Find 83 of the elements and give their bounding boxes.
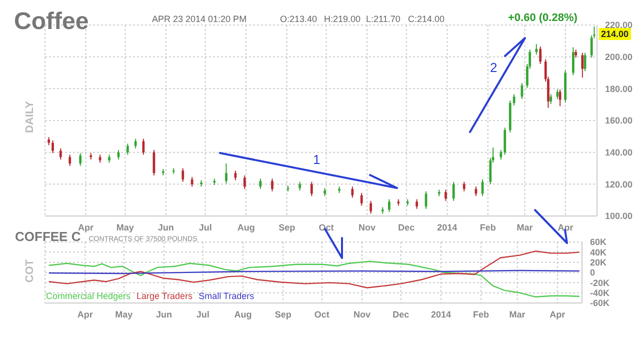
chart-title: Coffee [14,8,89,35]
x-tick-label: Apr [77,309,94,320]
x-tick-label: Mar [516,222,534,232]
candlestick [59,148,62,160]
text: O:213.40 [280,14,318,24]
x-tick-label: Jul [196,309,210,320]
candlestick [271,178,274,192]
candlestick [126,143,129,156]
candlestick [572,46,574,76]
candlestick [550,94,552,104]
candlestick [310,181,313,197]
y-tick-label: 0 [590,268,596,278]
y-tick-label: -40K [590,288,610,298]
candlestick [539,46,542,64]
annotation: 2 [490,60,498,75]
x-tick-label: Jul [198,222,212,232]
y-axis-title: DAILY [24,100,36,135]
text: Commercial Hedgers [46,291,131,301]
x-tick-label: Dec [398,222,415,232]
x-tick-label: Mar [509,309,526,320]
candlestick [416,198,418,210]
y-tick-label: -20K [590,278,610,288]
text: +0.60 (0.28%) [508,12,578,24]
y-tick-label: -60K [590,298,610,308]
candlestick [581,52,584,78]
y-tick-label: 20K [590,258,608,268]
candlestick [444,189,447,202]
x-tick-label: Aug [237,222,255,232]
x-tick-label: Oct [314,309,330,320]
candlestick [79,152,82,166]
candlestick [225,162,228,184]
y-tick-label: 200.00 [605,52,633,62]
y-tick-label: 120.00 [605,179,633,190]
line-series [48,250,580,288]
x-tick-label: Feb [480,222,496,232]
candlestick [68,154,72,166]
x-tick-label: 2014 [437,222,458,232]
candlestick [360,192,363,206]
y-axis-title: COT [24,259,36,283]
candlestick [259,178,262,190]
x-tick-label: Nov [354,309,371,320]
candlestick [243,174,246,190]
x-tick-label: Dec [392,309,410,320]
x-tick-label: Jun [156,309,172,320]
text: C:214.00 [408,14,445,24]
candlestick [388,198,390,213]
text: APR 23 2014 01:20 PM [152,14,247,24]
candlestick [370,200,372,214]
y-tick-label: 140.00 [605,148,633,158]
x-tick-label: Sep [274,309,292,320]
x-tick-label: Apr [550,309,566,320]
series-label: Large Traders [136,291,193,301]
text: L:211.70 [366,14,400,24]
y-tick-label: 100.00 [605,211,633,222]
candlestick [351,186,354,198]
candlestick [535,44,538,55]
x-tick-label: May [115,309,133,320]
y-tick-label: 40K [590,247,608,258]
x-tick-label: Aug [234,309,252,320]
candlestick [500,149,502,160]
candlestick [462,181,466,192]
annotation: 214.00 [599,28,631,40]
y-tick-label: 220.00 [605,20,633,30]
candlestick [558,88,562,107]
x-tick-label: Oct [318,222,334,232]
candlestick [190,176,194,188]
candlestick [512,94,516,106]
x-tick-label: Nov [358,222,376,232]
x-tick-label: Jun [158,222,174,232]
y-tick-label: 180.00 [605,84,633,94]
candlestick [452,181,455,202]
y-tick-label: 160.00 [605,116,633,126]
candlestick [504,127,506,156]
y-tick-label: 60K [590,237,608,248]
x-tick-label: Feb [473,309,490,320]
candlestick [52,140,54,154]
x-tick-label: Sep [278,222,296,232]
text: Small Traders [198,291,254,301]
candlestick [182,168,184,182]
x-tick-label: 2014 [430,309,451,320]
x-tick-label: May [116,222,134,232]
annotation: 1 [313,152,320,167]
text: H:219.00 [324,14,361,24]
